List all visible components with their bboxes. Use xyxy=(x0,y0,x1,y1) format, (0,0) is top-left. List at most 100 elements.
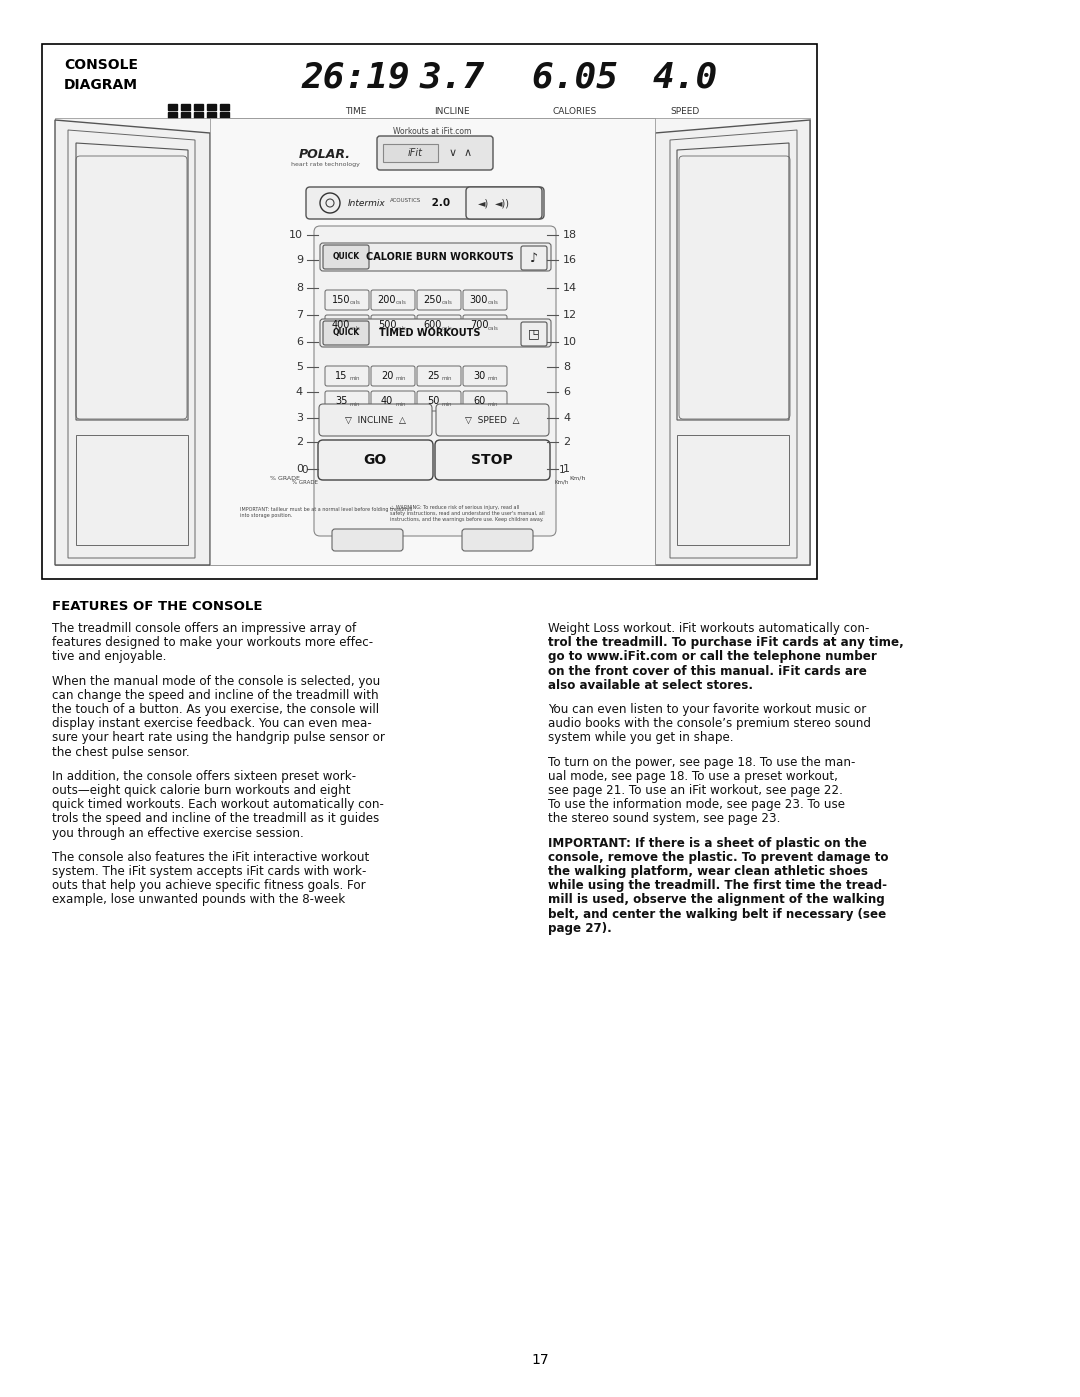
Text: Km/h: Km/h xyxy=(555,481,569,485)
Text: % GRADE: % GRADE xyxy=(292,481,318,485)
Text: ▽  INCLINE  △: ▽ INCLINE △ xyxy=(345,415,405,425)
Text: 4.0: 4.0 xyxy=(652,61,717,95)
Bar xyxy=(168,112,177,117)
Text: min: min xyxy=(488,377,498,381)
Text: min: min xyxy=(395,377,406,381)
FancyBboxPatch shape xyxy=(463,366,507,386)
Text: 4: 4 xyxy=(563,414,570,423)
FancyBboxPatch shape xyxy=(323,321,369,345)
Text: Weight Loss workout. iFit workouts automatically con-: Weight Loss workout. iFit workouts autom… xyxy=(548,622,869,636)
Text: 15: 15 xyxy=(335,372,347,381)
Text: The console also features the iFit interactive workout: The console also features the iFit inter… xyxy=(52,851,369,863)
FancyBboxPatch shape xyxy=(325,314,369,335)
Text: Intermix: Intermix xyxy=(348,198,386,208)
FancyBboxPatch shape xyxy=(372,314,415,335)
Text: 500: 500 xyxy=(378,320,396,330)
Text: The treadmill console offers an impressive array of: The treadmill console offers an impressi… xyxy=(52,622,356,636)
Text: tive and enjoyable.: tive and enjoyable. xyxy=(52,651,166,664)
Text: trol the treadmill. To purchase iFit cards at any time,: trol the treadmill. To purchase iFit car… xyxy=(548,636,904,650)
Text: 30: 30 xyxy=(473,372,485,381)
Text: 16: 16 xyxy=(563,256,577,265)
Bar xyxy=(207,120,216,126)
Text: 14: 14 xyxy=(563,284,577,293)
Bar xyxy=(220,103,229,110)
FancyBboxPatch shape xyxy=(306,187,544,219)
Text: STOP: STOP xyxy=(471,453,513,467)
FancyBboxPatch shape xyxy=(462,529,534,550)
Bar xyxy=(168,120,177,126)
Text: 2: 2 xyxy=(563,437,570,447)
Text: You can even listen to your favorite workout music or: You can even listen to your favorite wor… xyxy=(548,703,866,717)
FancyBboxPatch shape xyxy=(372,366,415,386)
Text: cals: cals xyxy=(442,300,453,306)
Text: TIME: TIME xyxy=(346,108,367,116)
Text: IMPORTANT: tailleur must be at a normal level before folding treadmill
into stor: IMPORTANT: tailleur must be at a normal … xyxy=(240,507,413,518)
Text: SPEED: SPEED xyxy=(671,108,700,116)
Text: 3: 3 xyxy=(296,414,303,423)
Text: audio books with the console’s premium stereo sound: audio books with the console’s premium s… xyxy=(548,717,870,731)
Text: ◄): ◄) xyxy=(478,198,489,208)
Text: ◄)): ◄)) xyxy=(495,198,510,208)
FancyBboxPatch shape xyxy=(436,404,549,436)
Text: features designed to make your workouts more effec-: features designed to make your workouts … xyxy=(52,636,373,650)
Text: you through an effective exercise session.: you through an effective exercise sessio… xyxy=(52,827,303,840)
Text: 250: 250 xyxy=(423,295,443,305)
Bar xyxy=(207,112,216,117)
Bar xyxy=(42,43,816,578)
Text: the touch of a button. As you exercise, the console will: the touch of a button. As you exercise, … xyxy=(52,703,379,717)
Bar xyxy=(194,129,203,134)
FancyBboxPatch shape xyxy=(320,319,551,346)
Text: can change the speed and incline of the treadmill with: can change the speed and incline of the … xyxy=(52,689,379,701)
Text: 2.0: 2.0 xyxy=(428,198,450,208)
Text: ∨: ∨ xyxy=(449,148,457,158)
Text: 600: 600 xyxy=(423,320,442,330)
Text: 35: 35 xyxy=(335,395,347,407)
FancyBboxPatch shape xyxy=(314,226,556,536)
FancyBboxPatch shape xyxy=(521,246,546,270)
Polygon shape xyxy=(210,117,654,564)
Text: outs—eight quick calorie burn workouts and eight: outs—eight quick calorie burn workouts a… xyxy=(52,784,351,798)
Text: heart rate technology: heart rate technology xyxy=(291,162,360,168)
Bar xyxy=(194,120,203,126)
FancyBboxPatch shape xyxy=(417,291,461,310)
Text: outs that help you achieve specific fitness goals. For: outs that help you achieve specific fitn… xyxy=(52,879,366,893)
FancyBboxPatch shape xyxy=(318,440,433,481)
Text: belt, and center the walking belt if necessary (see: belt, and center the walking belt if nec… xyxy=(548,908,887,921)
Text: POLAR.: POLAR. xyxy=(299,148,351,161)
Text: CALORIE BURN WORKOUTS: CALORIE BURN WORKOUTS xyxy=(366,251,514,263)
FancyBboxPatch shape xyxy=(325,366,369,386)
Bar xyxy=(220,112,229,117)
Text: 17: 17 xyxy=(531,1354,549,1368)
Text: IMPORTANT: If there is a sheet of plastic on the: IMPORTANT: If there is a sheet of plasti… xyxy=(548,837,867,849)
Text: 150: 150 xyxy=(332,295,350,305)
Text: 6.05: 6.05 xyxy=(531,61,619,95)
Text: 7: 7 xyxy=(296,310,303,320)
Text: 0: 0 xyxy=(301,465,308,475)
Text: ⚠ WARNING: To reduce risk of serious injury, read all
safety instructions, read : ⚠ WARNING: To reduce risk of serious inj… xyxy=(390,504,544,521)
Bar xyxy=(181,112,190,117)
Text: 26:19: 26:19 xyxy=(301,61,410,95)
Text: cals: cals xyxy=(350,300,361,306)
FancyBboxPatch shape xyxy=(320,243,551,271)
FancyBboxPatch shape xyxy=(417,366,461,386)
FancyBboxPatch shape xyxy=(463,391,507,411)
Text: system while you get in shape.: system while you get in shape. xyxy=(548,732,733,745)
Text: iFit: iFit xyxy=(407,148,422,158)
Text: ◳: ◳ xyxy=(528,327,540,341)
Text: the stereo sound system, see page 23.: the stereo sound system, see page 23. xyxy=(548,813,781,826)
Polygon shape xyxy=(55,120,210,564)
Text: 50: 50 xyxy=(427,395,440,407)
Text: min: min xyxy=(488,401,498,407)
FancyBboxPatch shape xyxy=(417,391,461,411)
Bar xyxy=(181,103,190,110)
Text: trols the speed and incline of the treadmill as it guides: trols the speed and incline of the tread… xyxy=(52,813,379,826)
Bar xyxy=(168,103,177,110)
FancyBboxPatch shape xyxy=(417,314,461,335)
Bar xyxy=(181,129,190,134)
FancyBboxPatch shape xyxy=(465,187,542,219)
Text: 6: 6 xyxy=(296,337,303,346)
Text: min: min xyxy=(442,377,453,381)
FancyBboxPatch shape xyxy=(332,529,403,550)
Text: QUICK: QUICK xyxy=(333,253,360,261)
Text: 10: 10 xyxy=(563,337,577,346)
